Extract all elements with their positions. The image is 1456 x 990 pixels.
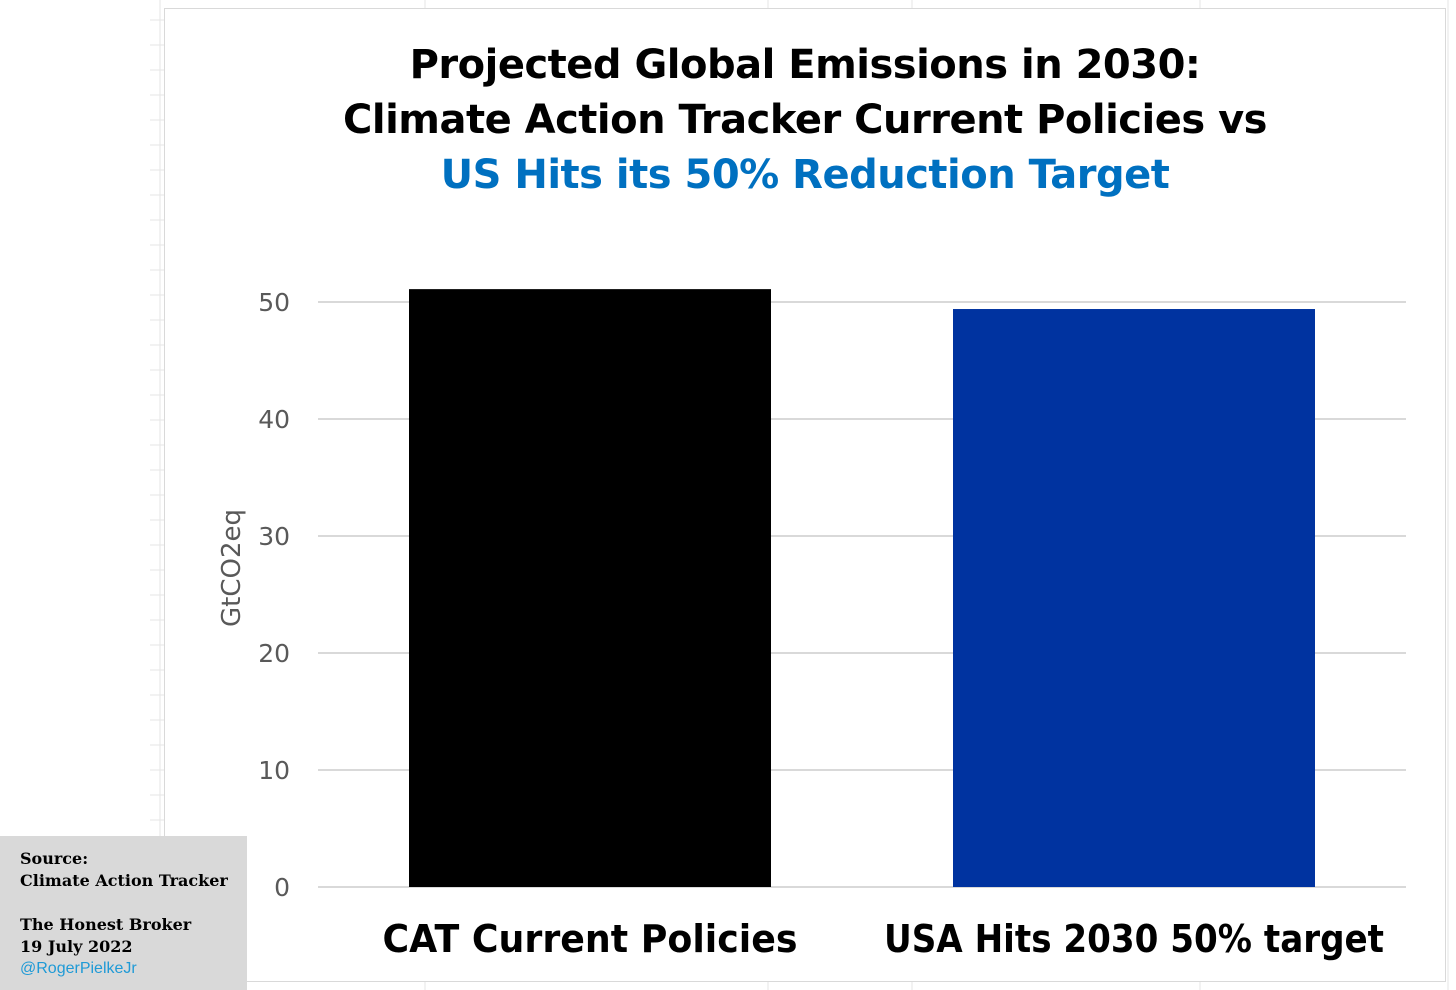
chart-title-line-2: Climate Action Tracker Current Policies … <box>343 97 1267 143</box>
bar <box>953 309 1315 887</box>
y-tick-label: 0 <box>274 873 290 902</box>
bar <box>409 289 771 887</box>
source-label: Source: <box>20 849 89 868</box>
chart-title-line-3: US Hits its 50% Reduction Target <box>440 152 1170 198</box>
y-tick-label: 20 <box>258 639 290 668</box>
x-category-label: USA Hits 2030 50% target <box>884 917 1384 961</box>
y-tick-label: 10 <box>258 756 290 785</box>
source-name: Climate Action Tracker <box>20 871 228 890</box>
author-handle[interactable]: @RogerPielkeJr <box>20 960 137 977</box>
y-tick-label: 40 <box>258 405 290 434</box>
x-category-label: CAT Current Policies <box>383 917 798 961</box>
y-tick-label: 30 <box>258 522 290 551</box>
publication-date: 19 July 2022 <box>20 937 133 956</box>
publication-name: The Honest Broker <box>20 915 192 934</box>
chart-title: Projected Global Emissions in 2030: Clim… <box>164 38 1446 203</box>
y-axis-label: GtCO2eq <box>217 509 247 627</box>
chart-title-line-1: Projected Global Emissions in 2030: <box>409 42 1201 88</box>
y-tick-label: 50 <box>258 288 290 317</box>
source-box: Source: Climate Action Tracker The Hones… <box>0 836 247 990</box>
